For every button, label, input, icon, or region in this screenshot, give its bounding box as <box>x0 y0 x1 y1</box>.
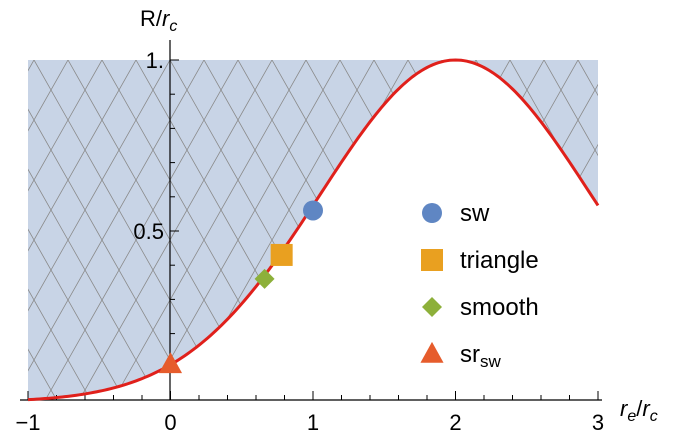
legend-marker-sw <box>422 203 442 223</box>
x-tick-label: −1 <box>15 410 40 435</box>
shaded-region <box>28 60 598 400</box>
shaded-region-hatch <box>28 60 598 400</box>
y-tick-label: 0.5 <box>133 219 164 244</box>
x-axis-label-r2: r <box>642 396 651 421</box>
legend-label: srsw <box>460 341 502 371</box>
y-axis-label-sub: c <box>169 18 177 35</box>
x-ticks: −1 0 1 2 3 <box>15 391 604 435</box>
x-tick-label: 3 <box>592 410 604 435</box>
legend: sw triangle smooth srsw <box>420 200 539 371</box>
x-tick-label: 2 <box>449 410 461 435</box>
x-axis-label-sub-e: e <box>627 408 636 425</box>
marker-srsw <box>158 352 183 374</box>
x-axis-label: re/rc <box>620 396 658 425</box>
legend-label: sw <box>460 200 490 227</box>
legend-marker-srsw <box>420 341 444 363</box>
x-axis-label-r: r <box>620 396 629 421</box>
y-axis-label-r: r <box>162 6 171 31</box>
x-tick-label: 0 <box>164 410 176 435</box>
x-axis-label-sub-c: c <box>650 408 658 425</box>
data-markers <box>158 200 323 374</box>
marker-smooth <box>254 268 275 289</box>
legend-marker-smooth <box>422 297 442 317</box>
x-tick-label: 1 <box>307 410 319 435</box>
legend-label: smooth <box>460 294 539 321</box>
marker-triangle <box>270 243 293 266</box>
legend-label: triangle <box>460 247 539 274</box>
y-axis-label-base: R/ <box>140 6 163 31</box>
x-axis-label-sep: / <box>636 396 643 421</box>
axes: −1 0 1 2 3 0.5 1. <box>15 40 604 435</box>
y-tick-label: 1. <box>146 48 164 73</box>
marker-sw <box>303 200 323 221</box>
y-ticks: 0.5 1. <box>133 48 179 335</box>
y-axis-label: R/rc <box>140 6 177 35</box>
legend-marker-triangle <box>421 249 443 271</box>
